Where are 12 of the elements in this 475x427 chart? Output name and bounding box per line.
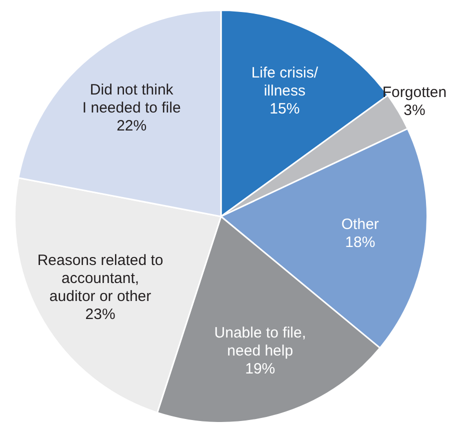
slice-label: Life crisis/ illness: [251, 64, 319, 100]
slice-label: Forgotten: [382, 84, 447, 102]
data-label: 23%: [85, 306, 116, 324]
slice-label: Did not think I needed to file: [82, 82, 181, 117]
slice-label: Reasons related to accountant, auditor or other: [37, 252, 164, 306]
data-label: 3%: [404, 102, 426, 120]
data-label: 15%: [270, 100, 300, 118]
slice-label: Unable to file, need help: [214, 324, 306, 360]
data-label: 19%: [245, 360, 276, 378]
slice-label: Other: [341, 216, 379, 234]
data-label: 22%: [116, 118, 147, 135]
data-label: 18%: [345, 234, 376, 252]
